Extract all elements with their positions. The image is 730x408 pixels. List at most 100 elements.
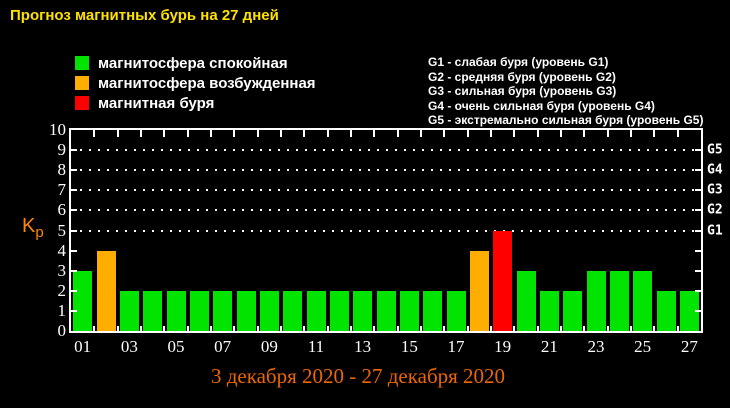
- x-tick-top-16: [443, 130, 446, 137]
- y-tick-right-9: [695, 149, 701, 152]
- x-tick-bottom-25: [653, 326, 656, 331]
- legend-item-label: магнитосфера спокойная: [98, 54, 288, 72]
- x-axis-label-03: 03: [120, 337, 138, 356]
- x-tick-bottom-5: [186, 326, 189, 331]
- y-tick-right-7: [695, 189, 701, 192]
- y-tick-left-9: [71, 149, 77, 152]
- x-tick-bottom-15: [420, 326, 422, 331]
- y-axis-label-1: 1: [57, 300, 67, 320]
- x-tick-bottom-10: [303, 326, 306, 331]
- bar-day-15: [399, 290, 419, 331]
- x-tick-bottom-24: [630, 326, 632, 331]
- x-tick-bottom-16: [443, 326, 446, 331]
- bar-day-11: [306, 290, 326, 331]
- bar-day-13: [353, 290, 373, 331]
- bar-day-01: [73, 270, 93, 331]
- x-tick-top-24: [630, 130, 632, 137]
- y-axis-label-2: 2: [57, 280, 67, 300]
- x-tick-bottom-6: [210, 326, 212, 331]
- x-tick-top-22: [583, 130, 586, 137]
- x-tick-bottom-11: [326, 326, 329, 331]
- x-tick-bottom-21: [560, 326, 562, 331]
- bar-day-04: [143, 290, 163, 331]
- x-tick-bottom-14: [396, 326, 399, 331]
- bar-day-08: [236, 290, 256, 331]
- bar-day-12: [329, 290, 349, 331]
- y-tick-left-2: [71, 289, 77, 292]
- bar-day-18: [469, 250, 489, 331]
- storm-level-descriptions: G1 - слабая буря (уровень G1) G2 - средн…: [428, 55, 703, 128]
- x-tick-top-14: [396, 130, 399, 137]
- g-scale-label-G5: G5: [707, 142, 723, 158]
- chart-plot-frame: [69, 128, 703, 333]
- y-axis-label-3: 3: [57, 260, 67, 280]
- storm-color-swatch: [75, 96, 89, 110]
- storm-level-g1: G1 - слабая буря (уровень G1): [428, 55, 609, 69]
- x-tick-bottom-26: [676, 326, 679, 331]
- x-tick-top-6: [210, 130, 212, 137]
- x-tick-top-23: [606, 130, 609, 137]
- y-tick-right-3: [695, 269, 701, 272]
- x-axis-label-25: 25: [634, 337, 652, 356]
- bar-day-10: [283, 290, 303, 331]
- x-tick-bottom-3: [140, 326, 142, 331]
- storm-level-g5: G5 - экстремально сильная буря (уровень …: [428, 113, 704, 127]
- bar-day-19: [493, 230, 513, 331]
- y-tick-left-8: [71, 169, 77, 172]
- x-tick-top-7: [233, 130, 236, 137]
- x-tick-bottom-20: [536, 326, 539, 331]
- gridline-kp9: [71, 149, 701, 152]
- storm-level-g2: G2 - средняя буря (уровень G2): [428, 69, 616, 84]
- x-tick-top-18: [490, 130, 492, 137]
- x-tick-bottom-2: [116, 326, 119, 331]
- x-axis-label-19: 19: [494, 337, 512, 356]
- x-tick-top-5: [186, 130, 189, 137]
- y-tick-left-4: [71, 249, 77, 252]
- y-tick-right-5: [695, 229, 701, 232]
- x-axis-label-17: 17: [447, 337, 465, 356]
- y-axis-label-8: 8: [57, 160, 67, 180]
- quiet-color-swatch: [75, 56, 89, 70]
- legend-item-storm: магнитная буря: [75, 93, 316, 113]
- x-tick-bottom-1: [93, 326, 96, 331]
- bar-day-21: [539, 290, 559, 331]
- storm-level-g3: G3 - сильная буря (уровень G3): [428, 84, 617, 98]
- bar-day-05: [166, 290, 186, 331]
- bar-day-02: [96, 250, 116, 331]
- y-tick-right-2: [695, 289, 701, 292]
- x-axis-label-07: 07: [214, 337, 232, 356]
- bar-day-26: [656, 290, 676, 331]
- bar-day-07: [213, 290, 233, 331]
- x-tick-top-21: [560, 130, 562, 137]
- y-tick-right-4: [695, 249, 701, 252]
- x-tick-bottom-8: [256, 326, 259, 331]
- x-tick-top-8: [256, 130, 259, 137]
- excited-color-swatch: [75, 76, 89, 90]
- x-tick-bottom-9: [280, 326, 282, 331]
- bar-day-14: [376, 290, 396, 331]
- x-tick-top-9: [280, 130, 282, 137]
- bar-day-23: [586, 270, 606, 331]
- bar-day-16: [423, 290, 443, 331]
- x-tick-top-4: [163, 130, 166, 137]
- x-axis-label-09: 09: [260, 337, 278, 356]
- x-axis-label-01: 01: [74, 337, 92, 356]
- date-range-label: 3 декабря 2020 - 27 декабря 2020: [210, 364, 506, 388]
- legend-item-label: магнитосфера возбужденная: [98, 74, 316, 92]
- bar-day-22: [563, 290, 583, 331]
- kp-axis-label: Kp: [22, 215, 44, 241]
- gridline-kp7: [71, 189, 701, 192]
- bar-day-17: [446, 290, 466, 331]
- y-axis-label-10: 10: [49, 120, 66, 139]
- g-scale-label-G2: G2: [707, 202, 723, 218]
- g-scale-label-G1: G1: [707, 223, 723, 238]
- x-tick-bottom-23: [606, 326, 609, 331]
- x-tick-bottom-18: [490, 326, 492, 331]
- y-tick-left-7: [71, 189, 77, 192]
- x-tick-top-2: [116, 130, 119, 137]
- x-tick-top-19: [513, 130, 516, 137]
- x-tick-top-25: [653, 130, 656, 137]
- x-tick-bottom-13: [373, 326, 376, 331]
- bar-day-27: [679, 290, 699, 331]
- bar-day-06: [189, 290, 209, 331]
